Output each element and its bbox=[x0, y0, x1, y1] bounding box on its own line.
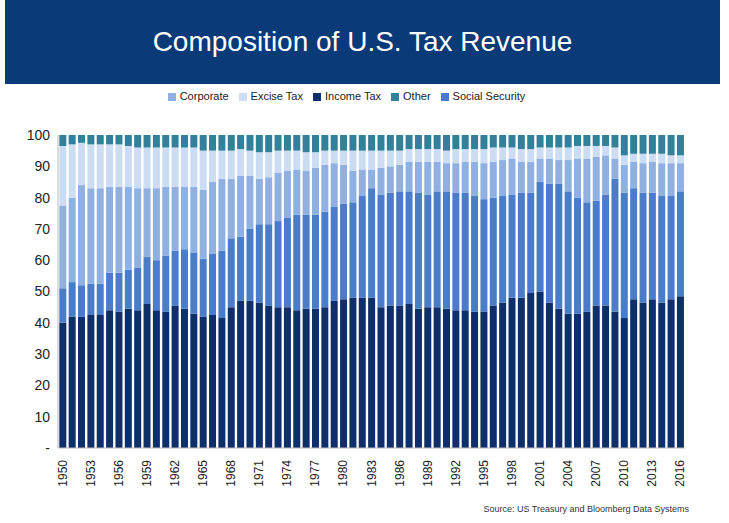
svg-text:1953: 1953 bbox=[84, 460, 98, 487]
svg-text:1983: 1983 bbox=[365, 460, 379, 487]
html-text:Other: Other bbox=[403, 90, 431, 102]
svg-text:1980: 1980 bbox=[336, 460, 350, 487]
svg-text:1968: 1968 bbox=[224, 460, 238, 487]
html-text:Income Tax: Income Tax bbox=[325, 90, 381, 102]
svg-text:10: 10 bbox=[34, 409, 50, 425]
svg-text:1965: 1965 bbox=[196, 460, 210, 487]
svg-text:1977: 1977 bbox=[308, 460, 322, 487]
svg-text:2016: 2016 bbox=[673, 460, 687, 487]
svg-text:1974: 1974 bbox=[280, 460, 294, 487]
html-text:Corporate: Corporate bbox=[179, 90, 229, 102]
svg-text:40: 40 bbox=[34, 315, 50, 331]
svg-text:2013: 2013 bbox=[645, 460, 659, 487]
svg-text:2001: 2001 bbox=[533, 460, 547, 487]
svg-text:1971: 1971 bbox=[252, 460, 266, 487]
svg-text:1956: 1956 bbox=[112, 460, 126, 487]
svg-text:30: 30 bbox=[34, 346, 50, 362]
svg-text:2010: 2010 bbox=[617, 460, 631, 487]
svg-text:90: 90 bbox=[34, 158, 50, 174]
svg-text:2004: 2004 bbox=[561, 460, 575, 487]
svg-text:1959: 1959 bbox=[140, 460, 154, 487]
html-text:Composition of U.S. Tax Revenu: Composition of U.S. Tax Revenue bbox=[152, 26, 573, 57]
svg-text:-: - bbox=[45, 440, 50, 456]
svg-text:1995: 1995 bbox=[477, 460, 491, 487]
svg-text:1962: 1962 bbox=[168, 460, 182, 487]
svg-text:100: 100 bbox=[27, 127, 51, 143]
svg-text:20: 20 bbox=[34, 377, 50, 393]
svg-text:1998: 1998 bbox=[505, 460, 519, 487]
svg-text:70: 70 bbox=[34, 221, 50, 237]
html-text:Source: US Treasury and Bloomb: Source: US Treasury and Bloomberg Data S… bbox=[483, 504, 689, 514]
html-text:Excise Tax: Excise Tax bbox=[250, 90, 303, 102]
svg-text:2007: 2007 bbox=[589, 460, 603, 487]
html-text:Social Security: Social Security bbox=[452, 90, 526, 102]
svg-text:60: 60 bbox=[34, 252, 50, 268]
svg-text:1989: 1989 bbox=[421, 460, 435, 487]
svg-text:50: 50 bbox=[34, 283, 50, 299]
svg-text:80: 80 bbox=[34, 190, 50, 206]
svg-text:1950: 1950 bbox=[56, 460, 70, 487]
svg-text:1992: 1992 bbox=[449, 460, 463, 487]
svg-text:1986: 1986 bbox=[393, 460, 407, 487]
